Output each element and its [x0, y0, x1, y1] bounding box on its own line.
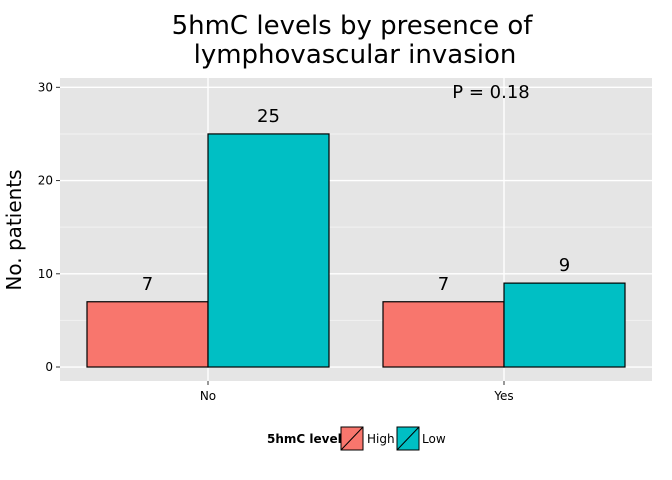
legend-label-high: High [367, 432, 395, 446]
data-label: 7 [438, 274, 449, 295]
y-tick-label: 0 [45, 360, 53, 374]
chart-title-line-1: 5hmC levels by presence of [172, 11, 534, 41]
legend-key-low-slash [396, 426, 420, 451]
p-value-annotation: P = 0.18 [452, 82, 529, 103]
y-tick-label: 30 [38, 80, 53, 94]
y-tick-label: 10 [38, 267, 53, 281]
x-tick-label: No [200, 389, 216, 403]
bar-high-no [86, 301, 209, 368]
data-label: 7 [142, 274, 153, 295]
y-axis: 0 10 20 30 [38, 80, 60, 374]
legend: 5hmC level High Low [267, 426, 446, 451]
bar-low-yes [503, 282, 626, 368]
chart-title-line-2: lymphovascular invasion [194, 40, 517, 70]
x-tick-label: Yes [493, 389, 513, 403]
legend-title: 5hmC level [267, 432, 342, 446]
legend-label-low: Low [422, 432, 446, 446]
x-axis: No Yes [200, 381, 514, 403]
y-tick-label: 20 [38, 174, 53, 188]
data-labels: 7 25 7 9 [142, 106, 570, 295]
legend-key-high-slash [340, 426, 364, 451]
bar-low-no [207, 133, 330, 368]
bar-high-yes [382, 301, 505, 368]
bars [86, 133, 626, 368]
y-axis-title: No. patients [2, 169, 26, 290]
data-label: 25 [257, 106, 280, 127]
data-label: 9 [559, 255, 570, 276]
